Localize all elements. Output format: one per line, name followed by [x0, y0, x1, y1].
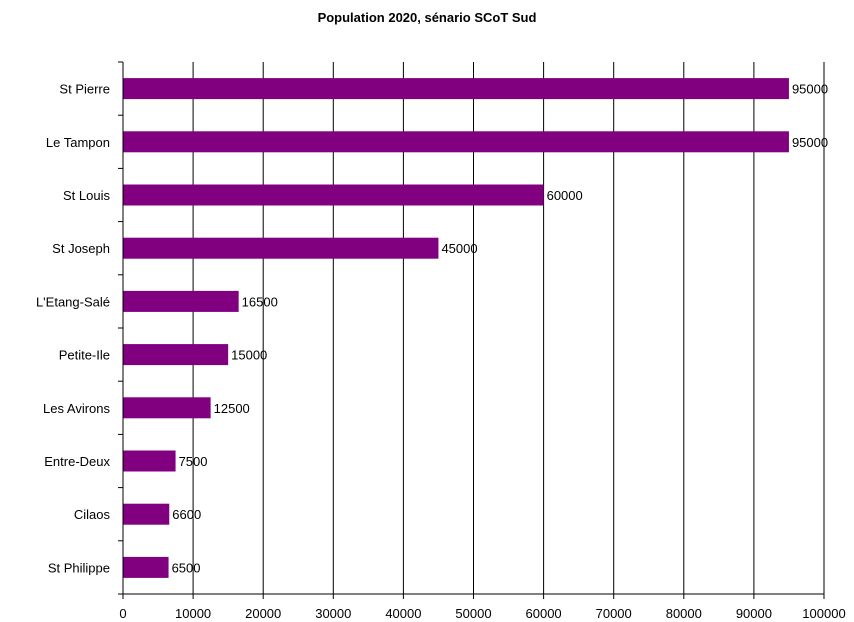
data-label: 6600 — [172, 507, 201, 522]
x-tick-label: 30000 — [315, 606, 351, 621]
data-label: 95000 — [792, 135, 828, 150]
data-label: 6500 — [172, 560, 201, 575]
bar — [123, 397, 211, 419]
bar — [123, 184, 544, 206]
x-tick-label: 70000 — [596, 606, 632, 621]
bar — [123, 450, 176, 472]
bar — [123, 503, 170, 525]
category-label: Le Tampon — [46, 135, 110, 150]
bar — [123, 131, 789, 153]
data-label: 60000 — [547, 188, 583, 203]
x-tick-label: 50000 — [455, 606, 491, 621]
x-tick-label: 60000 — [526, 606, 562, 621]
category-label: St Philippe — [48, 560, 110, 575]
data-label: 12500 — [214, 401, 250, 416]
axes — [118, 61, 825, 599]
category-label: Entre-Deux — [44, 454, 110, 469]
x-tick-label: 80000 — [666, 606, 702, 621]
category-label: St Pierre — [59, 82, 110, 97]
x-tick-label: 10000 — [175, 606, 211, 621]
x-tick-label: 20000 — [245, 606, 281, 621]
data-label: 15000 — [231, 348, 267, 363]
x-tick-label: 40000 — [385, 606, 421, 621]
bar — [123, 344, 229, 366]
data-label: 16500 — [242, 294, 278, 309]
category-label: Petite-Ile — [59, 348, 110, 363]
data-label: 7500 — [179, 454, 208, 469]
category-label: St Louis — [63, 188, 110, 203]
data-label: 95000 — [792, 82, 828, 97]
bar — [123, 78, 789, 100]
category-label: Les Avirons — [43, 401, 110, 416]
x-tick-label: 0 — [119, 606, 126, 621]
bars — [123, 78, 789, 578]
x-tick-label: 100000 — [802, 606, 845, 621]
data-label: 45000 — [441, 241, 477, 256]
x-tick-label: 90000 — [736, 606, 772, 621]
bar — [123, 556, 169, 578]
category-label: Cilaos — [74, 507, 111, 522]
labels: 0 10000 20000 30000 40000 50000 60000 70000 8000… — [36, 82, 846, 621]
bar — [123, 237, 439, 259]
chart-title: Population 2020, sénario SCoT Sud — [317, 10, 537, 25]
bar — [123, 290, 239, 312]
category-label: L'Etang-Salé — [36, 294, 110, 309]
category-label: St Joseph — [52, 241, 110, 256]
